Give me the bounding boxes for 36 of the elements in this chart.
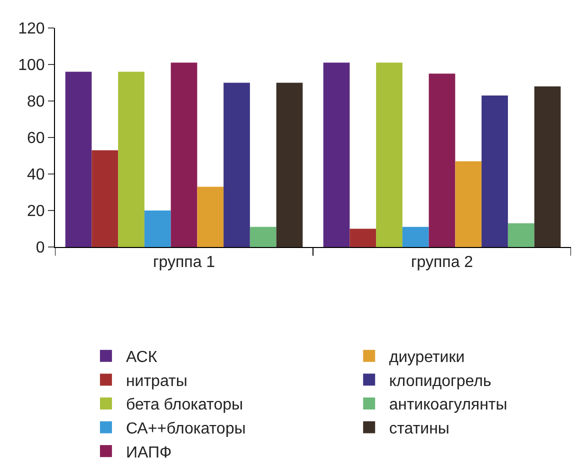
legend-label: диуретики <box>389 349 465 366</box>
x-tick-label: группа 1 <box>152 254 216 272</box>
legend-label: нитраты <box>126 372 188 390</box>
bar <box>455 161 482 247</box>
bar <box>428 74 456 247</box>
bar <box>118 72 144 247</box>
legend-label: АСК <box>126 349 158 366</box>
bar <box>250 226 276 247</box>
y-tick-label: 0 <box>36 240 45 257</box>
bar <box>508 223 534 247</box>
legend-label: антикоагулянты <box>389 396 508 414</box>
bar <box>224 82 250 247</box>
bar <box>534 86 561 247</box>
bar <box>65 72 92 247</box>
bar <box>276 82 303 247</box>
y-tick-label: 20 <box>27 203 45 220</box>
x-tick-label: группа 2 <box>410 254 474 272</box>
bar <box>482 96 508 247</box>
y-tick-label: 60 <box>27 130 45 148</box>
bar <box>170 62 198 247</box>
bar <box>144 210 171 247</box>
y-tick-label: 80 <box>27 94 45 111</box>
bar <box>323 62 350 247</box>
legend-label: ИАПФ <box>126 444 172 462</box>
y-tick-label: 100 <box>18 57 45 74</box>
legend-label: бета блокаторы <box>126 396 244 414</box>
legend-label: статины <box>389 420 450 438</box>
bar <box>402 226 429 247</box>
y-tick-label: 40 <box>27 166 45 184</box>
legend-label: СА++блокаторы <box>126 420 246 438</box>
bar <box>92 150 118 247</box>
bar <box>376 62 402 247</box>
bar <box>350 228 376 247</box>
bar <box>197 186 224 247</box>
y-tick-label: 120 <box>18 20 45 38</box>
legend-label: клопидогрель <box>389 372 492 390</box>
